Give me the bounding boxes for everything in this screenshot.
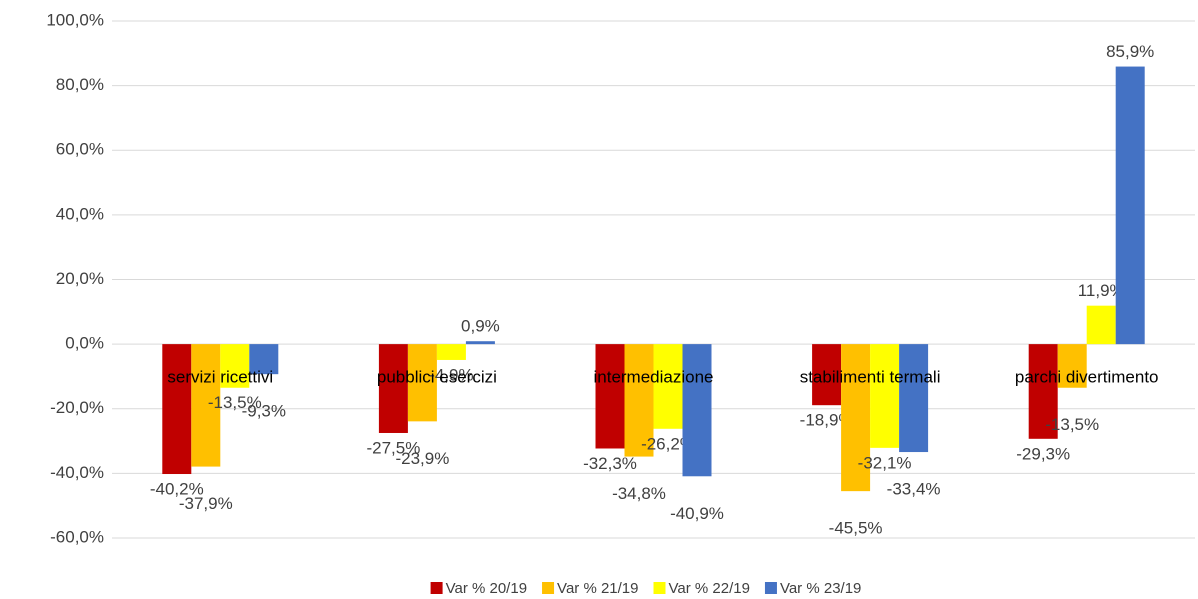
- x-tick-label: intermediazione: [593, 368, 713, 387]
- data-label: -23,9%: [395, 449, 449, 468]
- bar: [407, 344, 437, 422]
- bar: [1115, 66, 1145, 345]
- x-tick-label: pubblici esercizi: [377, 368, 497, 387]
- data-label: -32,1%: [858, 453, 912, 472]
- data-label: -37,9%: [179, 494, 233, 513]
- data-label: -33,4%: [887, 480, 941, 499]
- legend-swatch: [542, 582, 555, 594]
- bar: [1028, 344, 1058, 439]
- data-label: -18,9%: [800, 411, 854, 430]
- legend-swatch: [430, 582, 443, 594]
- bar: [624, 344, 654, 457]
- data-label: 11,9%: [1078, 281, 1125, 300]
- bar: [191, 344, 221, 467]
- bar: [436, 344, 466, 360]
- data-label: -40,9%: [670, 504, 724, 523]
- bar: [595, 344, 625, 449]
- data-label: 0,9%: [461, 317, 500, 336]
- x-tick-label: servizi ricettivi: [167, 368, 273, 387]
- bar: [378, 344, 408, 433]
- x-tick-label: stabilimenti termali: [800, 368, 941, 387]
- legend-swatch: [764, 582, 777, 594]
- bar: [870, 344, 900, 448]
- bar: [162, 344, 192, 475]
- data-label: -26,2%: [641, 434, 695, 453]
- legend-label: Var % 22/19: [669, 580, 750, 597]
- data-label: -13,5%: [208, 393, 262, 412]
- legend-label: Var % 21/19: [557, 580, 638, 597]
- y-tick-label: 60,0%: [56, 140, 104, 159]
- bar: [220, 344, 250, 388]
- bar: [682, 344, 712, 477]
- bar: [899, 344, 929, 453]
- y-tick-label: 40,0%: [56, 204, 104, 223]
- y-tick-label: 80,0%: [56, 75, 104, 94]
- x-tick-label: parchi divertimento: [1015, 368, 1159, 387]
- data-label: -34,8%: [612, 484, 666, 503]
- y-tick-label: 100,0%: [46, 10, 104, 29]
- bar: [841, 344, 871, 492]
- y-tick-label: 20,0%: [56, 269, 104, 288]
- legend-label: Var % 23/19: [780, 580, 861, 597]
- y-tick-label: -40,0%: [50, 463, 104, 482]
- bar: [1086, 305, 1116, 345]
- data-label: -40,2%: [150, 480, 204, 499]
- legend-swatch: [653, 582, 666, 594]
- bar: [1057, 344, 1087, 388]
- legend-label: Var % 20/19: [446, 580, 527, 597]
- bar: [653, 344, 683, 429]
- y-tick-label: -60,0%: [50, 527, 104, 546]
- data-label: -32,3%: [583, 454, 637, 473]
- bar: [465, 341, 495, 345]
- data-label: -29,3%: [1016, 444, 1070, 463]
- data-label: -13,5%: [1045, 415, 1099, 434]
- bar: [812, 344, 842, 406]
- y-tick-label: -20,0%: [50, 398, 104, 417]
- data-label: -9,3%: [242, 402, 286, 421]
- data-label: -4,9%: [429, 365, 473, 384]
- bar: [249, 344, 279, 375]
- data-label: -45,5%: [829, 519, 883, 538]
- y-tick-label: 0,0%: [65, 334, 104, 353]
- data-label: -27,5%: [366, 438, 420, 457]
- data-label: 85,9%: [1106, 42, 1154, 61]
